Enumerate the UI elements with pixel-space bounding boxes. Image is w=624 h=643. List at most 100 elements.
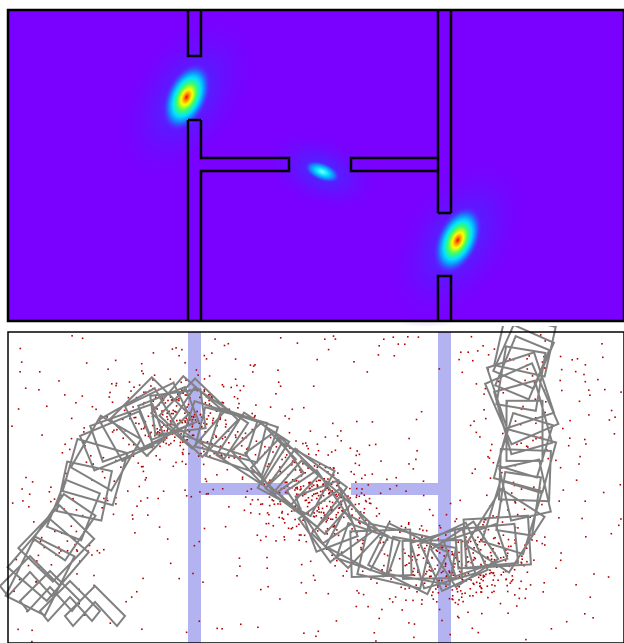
sample-point xyxy=(532,439,534,442)
sample-point xyxy=(165,437,168,439)
sample-point xyxy=(376,582,378,584)
sample-point xyxy=(383,564,385,567)
sample-point xyxy=(321,507,324,510)
sample-point xyxy=(332,474,335,476)
sample-point xyxy=(593,573,595,575)
sample-point xyxy=(19,347,22,350)
sample-point xyxy=(277,381,280,383)
sample-point xyxy=(303,534,306,537)
sample-point xyxy=(462,600,464,603)
sample-point xyxy=(101,507,103,509)
sample-point xyxy=(456,590,459,593)
sample-point xyxy=(185,495,188,497)
sample-point xyxy=(20,361,23,363)
sample-point xyxy=(300,471,302,473)
sample-point xyxy=(416,554,419,557)
sample-point xyxy=(237,407,239,409)
sample-point xyxy=(485,417,487,420)
sample-point xyxy=(358,521,360,523)
sample-point xyxy=(358,503,360,505)
sample-point xyxy=(70,417,73,420)
sample-point xyxy=(15,558,18,561)
sample-point xyxy=(291,464,293,466)
sample-point xyxy=(510,580,513,583)
sample-point xyxy=(425,529,428,532)
sample-point xyxy=(421,536,423,538)
sample-point xyxy=(283,536,285,538)
sample-point xyxy=(115,384,117,387)
sample-point xyxy=(333,524,336,527)
sample-point xyxy=(558,517,560,519)
sample-point xyxy=(298,523,300,526)
sample-point xyxy=(186,406,188,408)
sample-point xyxy=(316,530,319,532)
sample-point xyxy=(559,355,562,358)
sample-point xyxy=(497,579,499,581)
sample-point xyxy=(197,374,199,376)
sample-point xyxy=(156,432,158,434)
sample-point xyxy=(356,420,358,423)
sample-point xyxy=(435,549,438,551)
sample-point xyxy=(423,582,426,584)
sample-point xyxy=(421,599,423,601)
sample-point xyxy=(381,608,383,611)
sample-point xyxy=(492,515,494,517)
sample-point xyxy=(304,472,306,474)
sample-point xyxy=(475,431,478,434)
sample-point xyxy=(492,579,495,581)
sample-point xyxy=(318,479,320,482)
sample-point xyxy=(436,564,439,567)
sample-point xyxy=(360,548,362,551)
sample-point xyxy=(182,453,184,456)
sample-point xyxy=(476,350,479,352)
sample-point xyxy=(309,481,311,484)
sample-point xyxy=(310,499,313,501)
sample-point xyxy=(144,434,147,437)
sample-point xyxy=(471,472,474,475)
sample-point xyxy=(224,525,227,528)
sample-point xyxy=(312,515,315,518)
sample-point xyxy=(257,626,259,629)
sample-point xyxy=(394,596,397,598)
sample-point xyxy=(222,402,225,404)
sample-point xyxy=(511,575,514,577)
sample-point xyxy=(83,614,86,616)
sample-point xyxy=(169,420,172,422)
sample-point xyxy=(22,500,24,502)
sample-point xyxy=(31,629,33,632)
sample-point xyxy=(241,437,244,439)
sample-point xyxy=(140,465,143,468)
sample-point xyxy=(343,516,345,519)
sample-point xyxy=(70,525,73,527)
sample-point xyxy=(178,577,180,580)
sample-point xyxy=(313,493,315,495)
sample-point xyxy=(375,640,377,642)
sample-point xyxy=(185,631,188,634)
sample-point xyxy=(454,601,457,604)
sample-point xyxy=(525,445,528,447)
sample-point xyxy=(335,484,338,487)
sample-point xyxy=(166,424,169,426)
sample-point xyxy=(470,561,472,564)
sample-point xyxy=(531,375,534,377)
sample-point xyxy=(303,406,305,409)
sample-point xyxy=(90,455,92,457)
sample-point xyxy=(275,393,277,395)
sample-point xyxy=(201,425,203,428)
sample-point xyxy=(235,436,237,439)
sample-point xyxy=(159,445,161,448)
sample-point xyxy=(135,422,137,424)
sample-point xyxy=(300,563,303,566)
robot-configuration xyxy=(273,459,353,536)
sample-point xyxy=(464,592,466,594)
sample-point xyxy=(584,380,587,383)
sample-point xyxy=(316,484,318,486)
sample-point xyxy=(505,578,507,581)
sample-point xyxy=(205,423,208,425)
sample-point xyxy=(269,436,272,439)
sample-point xyxy=(469,540,472,543)
sample-point xyxy=(353,361,355,363)
sample-point xyxy=(199,491,201,493)
sample-point xyxy=(482,576,485,578)
sample-point xyxy=(115,503,117,505)
